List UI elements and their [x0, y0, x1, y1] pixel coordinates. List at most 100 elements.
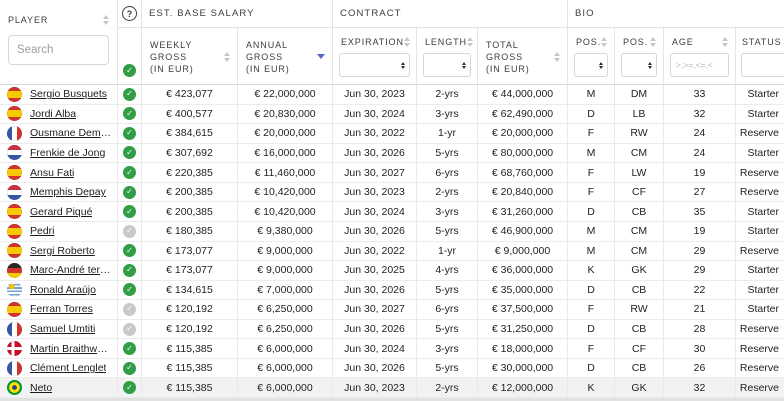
help-icon[interactable]: ?: [122, 6, 137, 21]
age-cell: 27: [664, 182, 736, 202]
player-link[interactable]: Samuel Umtiti: [30, 323, 96, 336]
player-link[interactable]: Clément Lenglet: [30, 362, 107, 375]
length-cell: 5-yrs: [417, 280, 478, 300]
age-filter-input[interactable]: [670, 53, 729, 77]
status-column-header: STATUS: [736, 28, 784, 85]
table-row: Sergio Busquets € 423,077 € 22,000,000 J…: [0, 85, 784, 105]
player-link[interactable]: Sergi Roberto: [30, 244, 95, 257]
sort-icon-weekly[interactable]: [224, 51, 230, 62]
player-link[interactable]: Gerard Piqué: [30, 205, 93, 218]
check-icon: [123, 263, 136, 277]
total-gross-cell: € 12,000,000: [478, 378, 568, 397]
age-cell: 32: [664, 104, 736, 124]
player-link[interactable]: Neto: [30, 381, 53, 394]
table-row: Memphis Depay € 200,385 € 10,420,000 Jun…: [0, 182, 784, 203]
pos1-cell: K: [568, 261, 615, 280]
sort-desc-icon-annual[interactable]: [317, 54, 325, 59]
age-cell: 26: [664, 358, 736, 378]
player-cell: Ronald Araújo: [0, 280, 118, 300]
annual-gross-label: ANNUAL GROSS (IN EUR): [246, 39, 290, 74]
annual-gross-cell: € 11,460,000: [238, 163, 333, 182]
pos1-column-header: POS.: [568, 28, 615, 85]
player-link[interactable]: Jordi Alba: [30, 107, 77, 120]
expiration-cell: Jun 30, 2022: [333, 124, 417, 143]
weekly-gross-cell: € 120,192: [142, 300, 238, 319]
length-cell: 5-yrs: [417, 221, 478, 241]
player-link[interactable]: Sergio Busquets: [30, 88, 108, 101]
pos2-cell: CB: [615, 202, 664, 221]
player-cell: Sergi Roberto: [0, 241, 118, 261]
total-gross-cell: € 37,500,000: [478, 300, 568, 319]
player-link[interactable]: Marc-André ter Ste…: [30, 264, 112, 277]
sort-icon-length[interactable]: [466, 37, 473, 47]
pos1-cell: F: [568, 163, 615, 182]
pos1-filter-select[interactable]: [574, 53, 608, 77]
pos2-cell: LB: [615, 104, 664, 124]
player-search-input[interactable]: [8, 35, 109, 65]
flag-icon: [7, 360, 22, 376]
age-cell: 22: [664, 280, 736, 300]
weekly-gross-cell: € 220,385: [142, 163, 238, 182]
sort-icon-expiration[interactable]: [403, 37, 410, 47]
select-arrows-icon: [648, 61, 652, 69]
player-link[interactable]: Ansu Fati: [30, 166, 75, 179]
expiration-cell: Jun 30, 2024: [333, 202, 417, 221]
annual-gross-cell: € 20,830,000: [238, 104, 333, 124]
pos2-cell: CM: [615, 221, 664, 241]
age-cell: 28: [664, 319, 736, 339]
age-cell: 21: [664, 300, 736, 319]
sort-icon-total[interactable]: [554, 51, 560, 62]
verified-filter-cell: [118, 28, 142, 85]
length-cell: 3-yrs: [417, 339, 478, 358]
player-cell: Jordi Alba: [0, 104, 118, 124]
pos1-cell: K: [568, 378, 615, 397]
group-header-bio: BIO: [568, 0, 784, 28]
pos2-label: POS.: [623, 37, 649, 47]
player-link[interactable]: Martin Braithwaite: [30, 342, 112, 355]
expiration-cell: Jun 30, 2023: [333, 85, 417, 104]
sort-icon-age[interactable]: [722, 37, 728, 47]
group-label-salary: EST. BASE SALARY: [149, 8, 255, 19]
age-cell: 29: [664, 241, 736, 261]
bottom-edge: [0, 398, 784, 401]
player-link[interactable]: Ronald Araújo: [30, 283, 96, 296]
player-link[interactable]: Pedri: [30, 225, 55, 238]
player-cell: Pedri: [0, 221, 118, 241]
player-link[interactable]: Memphis Depay: [30, 186, 106, 199]
pos2-filter-select[interactable]: [621, 53, 657, 77]
sort-icon-pos1[interactable]: [601, 37, 608, 47]
pos2-column-header: POS.: [615, 28, 664, 85]
expiration-cell: Jun 30, 2024: [333, 339, 417, 358]
verified-check-icon[interactable]: [123, 64, 136, 77]
sort-icon-player[interactable]: [103, 15, 109, 25]
check-icon: [123, 361, 136, 375]
weekly-gross-cell: € 307,692: [142, 143, 238, 163]
check-icon: [123, 302, 136, 316]
verified-cell: [118, 163, 142, 182]
total-gross-cell: € 80,000,000: [478, 143, 568, 163]
expiration-cell: Jun 30, 2023: [333, 378, 417, 397]
status-filter-input[interactable]: [741, 53, 784, 77]
flag-icon: [7, 106, 22, 122]
total-gross-cell: € 31,260,000: [478, 202, 568, 221]
total-gross-cell: € 9,000,000: [478, 241, 568, 261]
pos2-cell: CB: [615, 358, 664, 378]
check-icon: [123, 185, 136, 199]
player-link[interactable]: Ferran Torres: [30, 303, 93, 316]
sort-icon-pos2[interactable]: [650, 37, 656, 47]
expiration-filter-select[interactable]: [339, 53, 410, 77]
weekly-gross-cell: € 384,615: [142, 124, 238, 143]
expiration-label: EXPIRATION: [341, 37, 404, 47]
player-link[interactable]: Ousmane Dembélé: [30, 127, 112, 140]
verified-cell: [118, 358, 142, 378]
length-cell: 2-yrs: [417, 85, 478, 104]
table-row: Jordi Alba € 400,577 € 20,830,000 Jun 30…: [0, 104, 784, 125]
annual-gross-cell: € 22,000,000: [238, 85, 333, 104]
check-icon: [123, 87, 136, 101]
age-cell: 19: [664, 163, 736, 182]
pos1-cell: F: [568, 182, 615, 202]
length-filter-select[interactable]: [423, 53, 471, 77]
player-link[interactable]: Frenkie de Jong: [30, 146, 106, 159]
age-label: AGE: [672, 37, 694, 47]
player-cell: Clément Lenglet: [0, 358, 118, 378]
